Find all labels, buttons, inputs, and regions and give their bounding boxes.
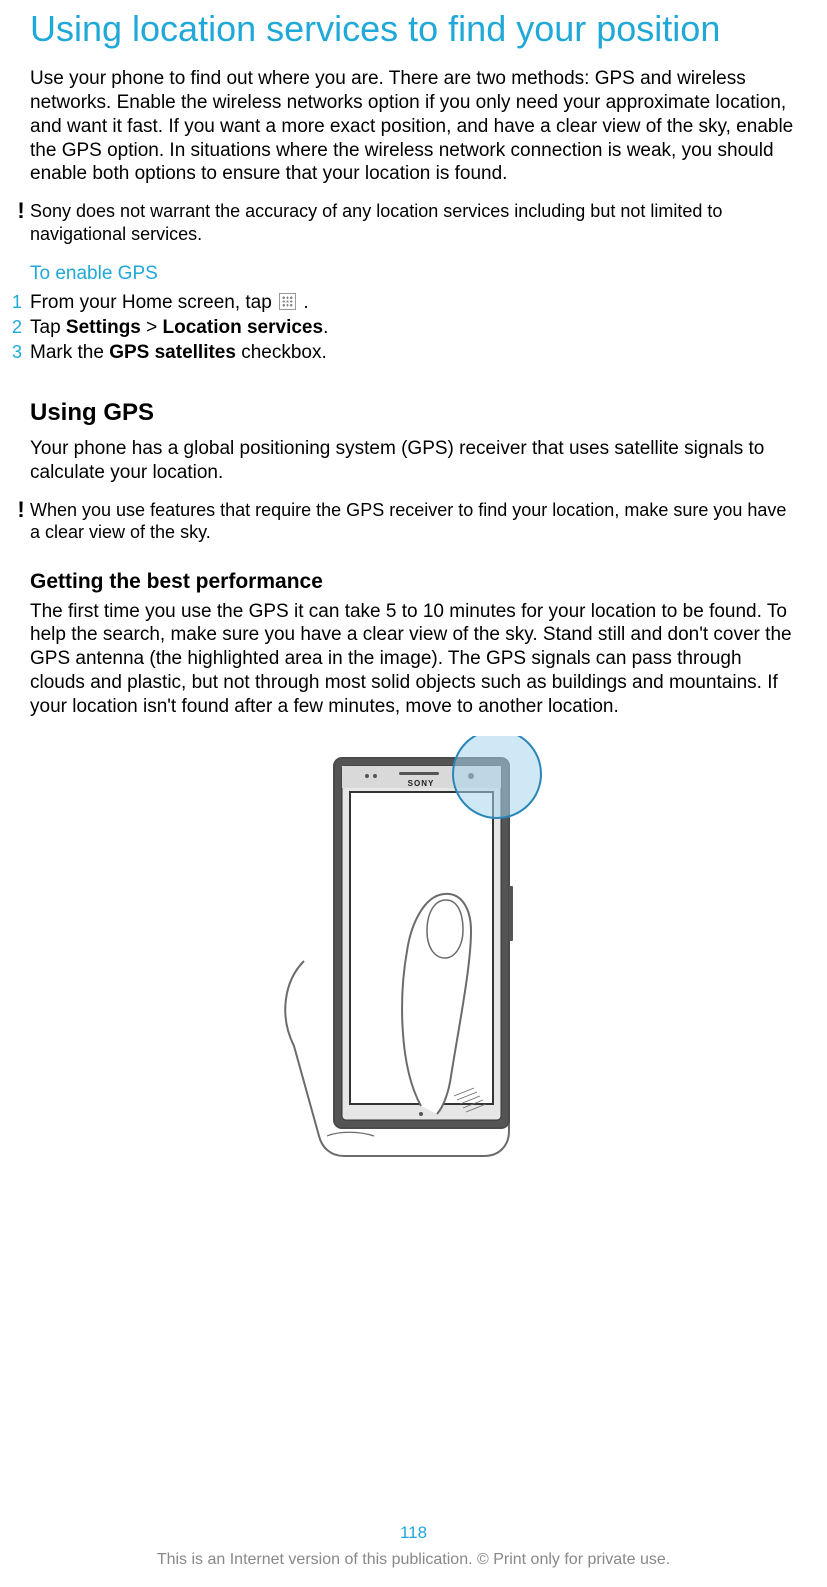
best-performance-heading: Getting the best performance bbox=[30, 570, 797, 594]
enable-gps-heading: To enable GPS bbox=[30, 263, 797, 285]
warning-icon: ! bbox=[12, 500, 30, 520]
enable-gps-steps: 1 From your Home screen, tap . 2 Tap Set… bbox=[30, 291, 797, 365]
phone-illustration-wrap: SONY bbox=[30, 736, 797, 1166]
step-text: Tap Settings > Location services. bbox=[30, 316, 797, 341]
step-text-post: . bbox=[298, 292, 309, 313]
page-title: Using location services to find your pos… bbox=[30, 0, 797, 49]
step-text: Mark the GPS satellites checkbox. bbox=[30, 341, 797, 366]
step-text-post: checkbox. bbox=[236, 342, 327, 363]
step-text-post: . bbox=[323, 317, 328, 338]
step-number: 1 bbox=[12, 291, 30, 316]
using-gps-body: Your phone has a global positioning syst… bbox=[30, 437, 797, 485]
step-row: 2 Tap Settings > Location services. bbox=[12, 316, 797, 341]
best-performance-body: The first time you use the GPS it can ta… bbox=[30, 600, 797, 719]
step-text: From your Home screen, tap . bbox=[30, 291, 797, 316]
step-bold-location-services: Location services bbox=[163, 317, 324, 338]
phone-antenna-illustration: SONY bbox=[249, 736, 579, 1166]
warning-note-2: ! When you use features that require the… bbox=[12, 499, 797, 544]
step-bold-gps-satellites: GPS satellites bbox=[109, 342, 236, 363]
step-row: 1 From your Home screen, tap . bbox=[12, 291, 797, 316]
intro-paragraph: Use your phone to find out where you are… bbox=[30, 67, 797, 186]
step-number: 3 bbox=[12, 341, 30, 366]
warning-note-1: ! Sony does not warrant the accuracy of … bbox=[12, 200, 797, 245]
warning-note-2-text: When you use features that require the G… bbox=[30, 499, 797, 544]
step-row: 3 Mark the GPS satellites checkbox. bbox=[12, 341, 797, 366]
apps-grid-icon bbox=[279, 293, 296, 310]
step-number: 2 bbox=[12, 316, 30, 341]
warning-icon: ! bbox=[12, 201, 30, 221]
page-number: 118 bbox=[0, 1523, 827, 1543]
step-text-pre: From your Home screen, tap bbox=[30, 292, 277, 313]
svg-text:SONY: SONY bbox=[407, 779, 434, 788]
footer-copyright: This is an Internet version of this publ… bbox=[0, 1551, 827, 1569]
step-gt: > bbox=[141, 317, 163, 338]
step-text-pre: Tap bbox=[30, 317, 66, 338]
warning-note-1-text: Sony does not warrant the accuracy of an… bbox=[30, 200, 797, 245]
step-bold-settings: Settings bbox=[66, 317, 141, 338]
step-text-pre: Mark the bbox=[30, 342, 109, 363]
using-gps-heading: Using GPS bbox=[30, 399, 797, 427]
